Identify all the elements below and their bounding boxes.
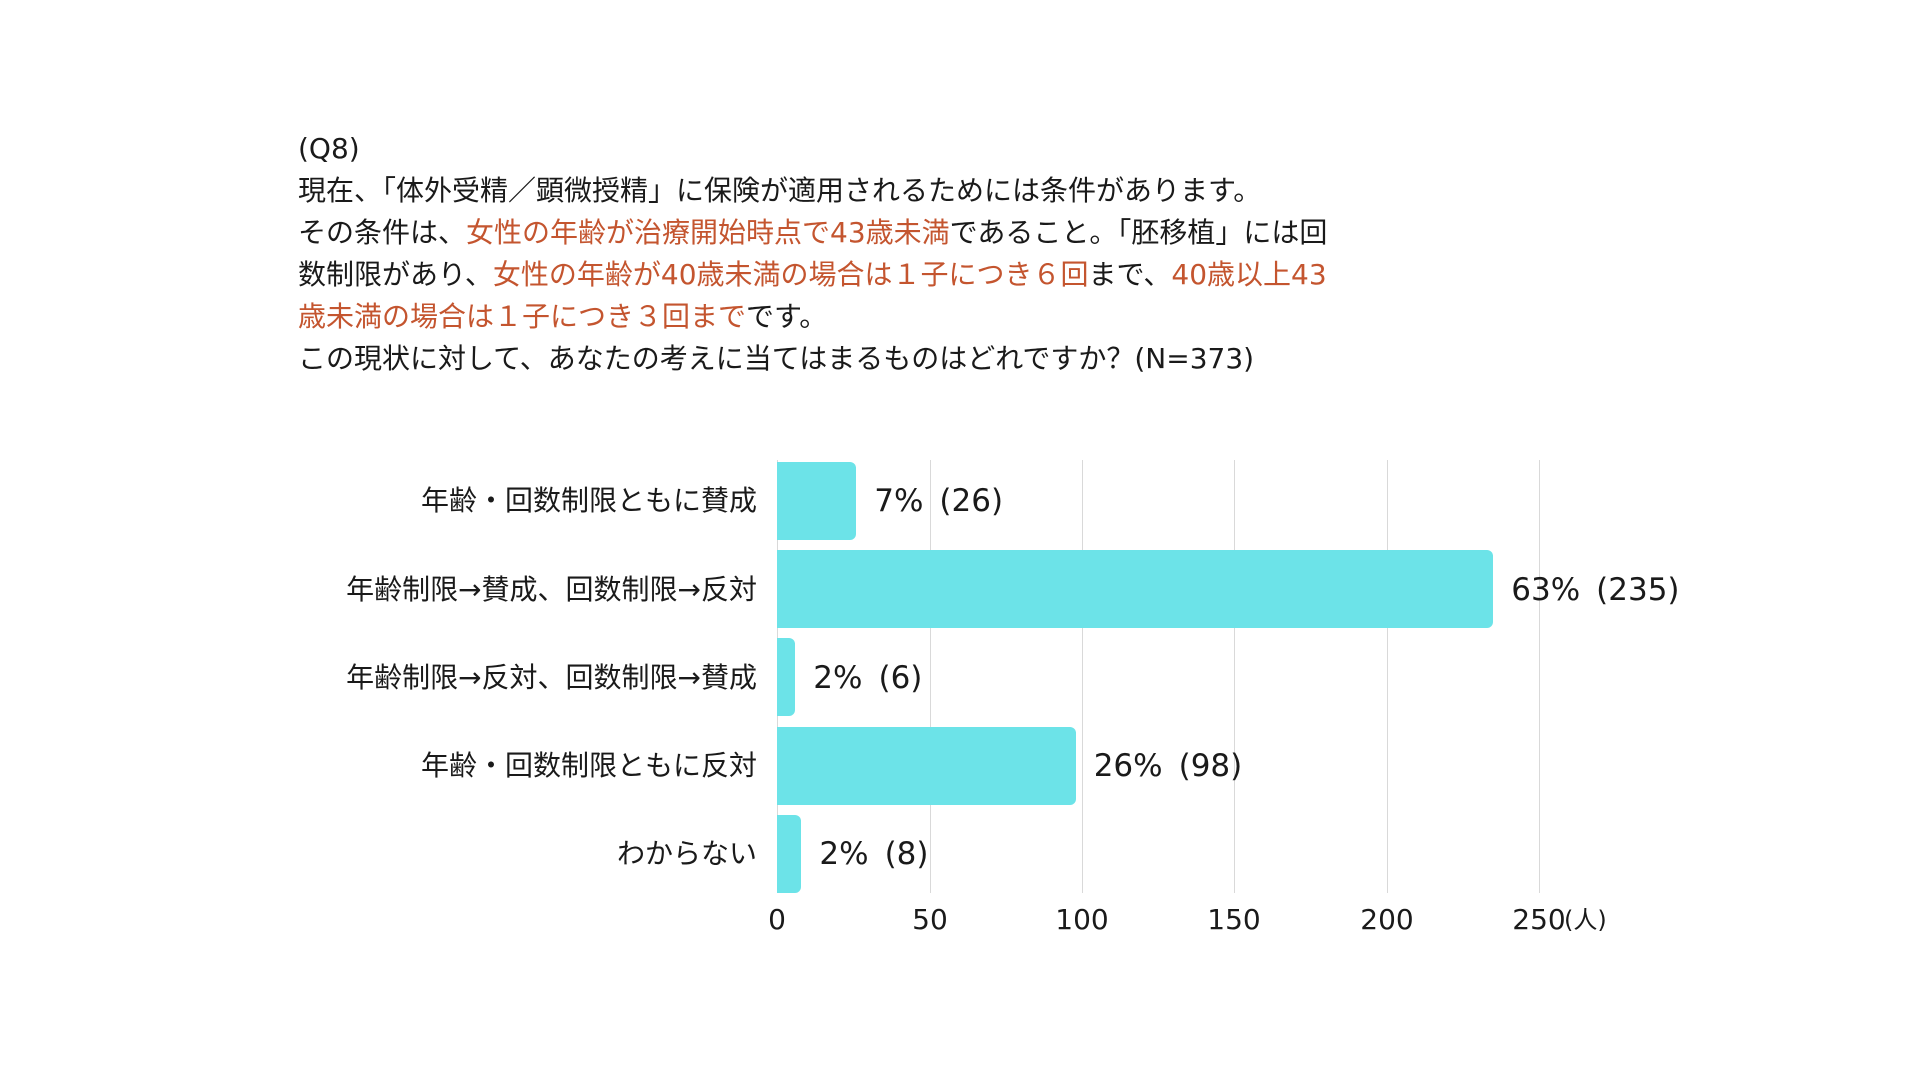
bar — [777, 638, 796, 716]
category-label: 年齢制限→賛成、回数制限→反対 — [346, 573, 757, 606]
category-label: 年齢・回数制限ともに賛成 — [420, 484, 757, 517]
value-label: 2% (8) — [819, 834, 928, 874]
question-text-segment: この現状に対して、あなたの考えに当てはまるものはどれですか？(N=373) — [298, 342, 1255, 375]
value-label: 2% (6) — [813, 658, 922, 698]
highlighted-text: 女性の年齢が治療開始時点で43歳未満 — [466, 216, 950, 249]
percent-label: 26% — [1093, 748, 1163, 784]
bar — [777, 550, 1494, 628]
highlighted-text: 40歳以上43 — [1171, 258, 1327, 291]
gridline-200 — [1387, 460, 1388, 893]
bar — [777, 727, 1076, 805]
category-label: 年齢・回数制限ともに反対 — [420, 749, 757, 782]
category-label: 年齢制限→反対、回数制限→賛成 — [346, 661, 757, 694]
question-text-segment: まで、 — [1088, 258, 1172, 291]
x-tick-label: 100 — [1055, 903, 1109, 936]
count-label: (98) — [1178, 748, 1243, 784]
x-tick-label: 50 — [912, 903, 948, 936]
percent-label: 7% — [874, 483, 924, 519]
value-label: 7% (26) — [874, 481, 1003, 521]
x-axis-unit-label: (人) — [1564, 906, 1607, 934]
value-label: 26% (98) — [1094, 746, 1243, 786]
percent-label: 63% — [1511, 572, 1581, 608]
question-line: この現状に対して、あなたの考えに当てはまるものはどれですか？(N=373) — [298, 338, 1478, 380]
x-tick-label: 150 — [1207, 903, 1261, 936]
count-label: (235) — [1596, 572, 1680, 608]
highlighted-text: 歳未満の場合は１子につき３回まで — [298, 300, 747, 333]
question-line: 数制限があり、女性の年齢が40歳未満の場合は１子につき６回まで、40歳以上43 — [298, 254, 1478, 296]
question-line: 現在、「体外受精／顕微授精」に保険が適用されるためには条件があります。 — [298, 170, 1478, 212]
bar — [777, 462, 857, 540]
gridline-100 — [1082, 460, 1083, 893]
count-label: (6) — [878, 660, 923, 696]
question-line: その条件は、女性の年齢が治療開始時点で43歳未満であること。「胚移植」には回 — [298, 212, 1478, 254]
question-text-segment: 現在、「体外受精／顕微授精」に保険が適用されるためには条件があります。 — [298, 174, 1262, 207]
gridline-150 — [1234, 460, 1235, 893]
gridline-50 — [930, 460, 931, 893]
question-text-segment: (Q8) — [298, 132, 360, 165]
question-text-segment: であること。「胚移植」には回 — [949, 216, 1328, 249]
bar — [777, 815, 802, 893]
value-label: 63% (235) — [1511, 570, 1679, 610]
x-tick-label: 0 — [768, 903, 786, 936]
question-line: (Q8) — [298, 128, 1478, 170]
question-text-segment: です。 — [746, 300, 828, 333]
question-text-segment: その条件は、 — [298, 216, 467, 249]
question-text-segment: 数制限があり、 — [298, 258, 493, 291]
percent-label: 2% — [813, 660, 863, 696]
count-label: (26) — [939, 483, 1004, 519]
question-text: (Q8) 現在、「体外受精／顕微授精」に保険が適用されるためには条件があります。そ… — [298, 128, 1478, 380]
count-label: (8) — [884, 836, 929, 872]
x-tick-label: 250 — [1512, 903, 1566, 936]
question-line: 歳未満の場合は１子につき３回までです。 — [298, 296, 1478, 338]
gridline-250 — [1539, 460, 1540, 893]
category-label: わからない — [616, 837, 757, 870]
highlighted-text: 女性の年齢が40歳未満の場合は１子につき６回 — [492, 258, 1089, 291]
percent-label: 2% — [819, 836, 869, 872]
x-tick-label: 200 — [1360, 903, 1414, 936]
